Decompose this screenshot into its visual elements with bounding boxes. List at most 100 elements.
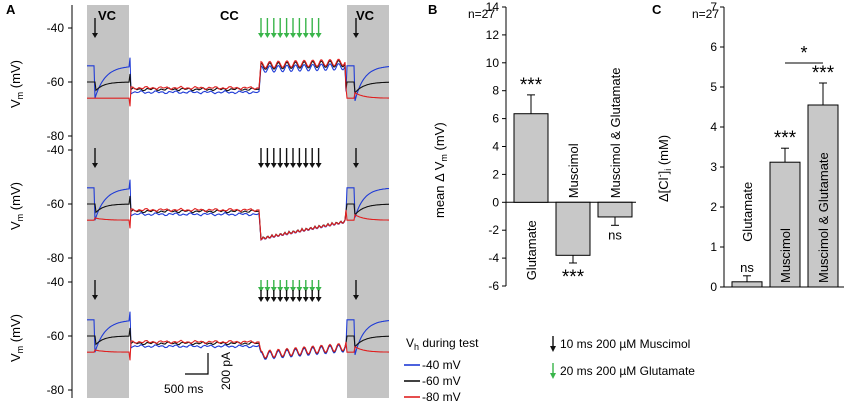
tick-label: -40 [47,21,65,35]
y-tick-label: -4 [488,251,499,265]
panel-a: A VC CC VC -40-60-80-40-60-80-40-60-80 V… [6,2,695,404]
y-tick-label: 0 [492,195,499,209]
vc-arrow-head [353,163,359,168]
panel-c-n: n=27 [692,7,719,21]
bar [807,104,839,288]
panel-b-n: n=27 [468,7,495,21]
bar [513,113,549,203]
glutamate-arrow-head [283,287,290,292]
muscimol-arrow-head [264,297,271,302]
muscimol-arrow-head [283,163,290,168]
vc-shade-left [87,5,129,398]
glutamate-arrow-head [270,33,277,38]
y-tick-label: 4 [710,120,717,134]
panel-b-bars: *** Glutamate *** Muscimol ns Muscimol & Glut… [513,68,633,288]
panel-b-axis: 14 12 10 8 6 4 2 0 -2 -4 -6 [486,0,636,293]
glutamate-arrow-head [302,33,309,38]
glutamate-arrow-head [290,287,296,292]
trace-row3-blue [87,311,390,360]
muscimol-arrow-head [264,163,271,168]
significance-label: *** [774,128,797,149]
y-tick-label: 8 [492,84,499,98]
panel-c-label: C [652,2,662,17]
tick-label: -60 [47,197,65,211]
glutamate-arrow-head [302,287,309,292]
panel-c-axis: 7 6 5 4 3 2 1 0 [710,0,844,294]
significance-label: ns [740,260,754,275]
y-tick-label: 0 [710,280,717,294]
stim-legend-arrow-head [550,373,556,379]
y-tick-label: 6 [492,112,499,126]
category-label: Muscimol [566,143,581,198]
row-ylabel: Vm (mV) [8,182,25,230]
vc-label-right: VC [356,8,375,23]
muscimol-arrow-head [315,163,322,168]
category-label: Muscimol & Glutamate [608,68,623,199]
significance-label: *** [812,63,835,84]
stim-legend: 10 ms 200 µM Muscimol 20 ms 200 µM Glutam… [550,336,695,379]
scale-bar-lines [185,353,209,375]
tick-label: -60 [47,329,65,343]
stim-legend-arrow-head [550,346,556,352]
stim-legend-label: 10 ms 200 µM Muscimol [560,337,690,351]
muscimol-arrow-head [302,163,309,168]
glutamate-arrow-head [277,33,284,38]
glutamate-arrow-head [258,33,264,38]
category-label: Muscimol & Glutamate [816,152,831,283]
row-ylabel: Vm (mV) [8,60,25,108]
muscimol-arrow-head [309,163,316,168]
y-tick-label: -6 [488,279,499,293]
muscimol-arrow-head [258,163,264,168]
category-label: Glutamate [524,220,539,280]
muscimol-arrow-head [270,297,277,302]
glutamate-arrow-head [296,287,303,292]
y-tick-label: 14 [486,0,500,14]
category-label: Glutamate [740,182,755,242]
legend-label: -40 mV [422,358,461,372]
muscimol-arrow-head [283,297,290,302]
vc-arrow-head [92,163,98,168]
y-tick-label: 6 [710,40,717,54]
legend-items: -40 mV -60 mV -80 mV [404,358,461,404]
significance-label: ns [608,227,622,242]
vc-label-left: VC [98,8,117,23]
y-tick-label: 2 [492,167,499,181]
muscimol-arrow-head [296,297,303,302]
panel-a-ylabels: Vm (mV) Vm (mV) Vm (mV) [8,60,25,362]
glutamate-arrow-head [264,33,271,38]
glutamate-arrow-head [290,33,296,38]
legend-label: -60 mV [422,374,461,388]
cc-label: CC [220,8,239,23]
y-tick-label: 3 [710,160,717,174]
trace-row3-black [87,327,390,359]
muscimol-arrow-head [290,297,296,302]
glutamate-arrow-head [315,33,322,38]
y-tick-label: 4 [492,140,499,154]
tick-label: -60 [47,75,65,89]
y-tick-label: -2 [488,223,499,237]
glutamate-arrow-head [283,33,290,38]
bar [731,281,763,288]
y-tick-label: 5 [710,80,717,94]
tick-label: -80 [47,383,65,397]
panel-b-label: B [428,2,437,17]
glutamate-arrow-head [315,287,322,292]
trace-row1-red [87,58,389,107]
category-label: Muscimol [778,228,793,283]
vc-arrow-head [92,295,98,300]
panel-c-ylabel: Δ[Cl-]i (mM) [655,135,673,202]
muscimol-arrow-head [309,297,316,302]
panel-c-bars: ns Glutamate *** Muscimol *** Muscimol & Glut… [731,43,839,288]
panel-a-label: A [6,2,16,17]
trace-row3-red [87,339,389,361]
panel-b-ylabel: mean Δ Vm (mV) [432,122,449,218]
scale-bar: 500 ms 200 pA [164,352,233,396]
y-tick-label: 12 [486,28,500,42]
tick-label: -40 [47,143,65,157]
legend-label: -80 mV [422,390,461,404]
trace-legend: Vh during test -40 mV -60 mV -80 mV [404,336,479,404]
muscimol-arrow-head [258,297,264,302]
muscimol-arrow-head [277,297,284,302]
muscimol-arrow-head [277,163,284,168]
